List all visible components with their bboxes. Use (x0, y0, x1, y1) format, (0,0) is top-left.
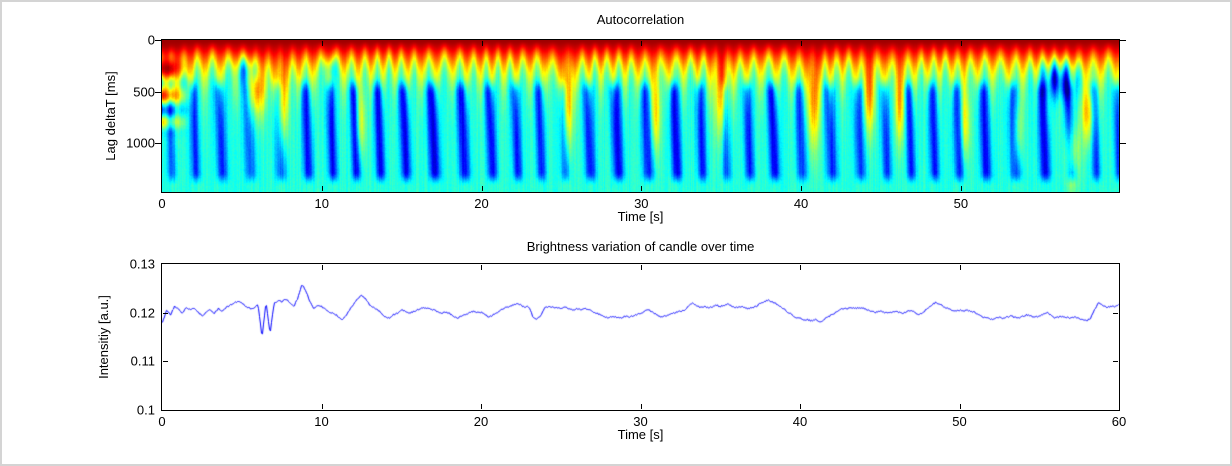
ln-ytick-0.13: 0.13 (129, 256, 155, 272)
autocorrelation-plot-area (161, 39, 1120, 193)
tick-mark (321, 404, 323, 409)
brightness-ylabel: Intensitiy [a.u.] (96, 295, 111, 379)
tick-mark (481, 41, 483, 46)
tick-mark (640, 265, 642, 270)
tick-mark (641, 41, 643, 46)
autocorrelation-title: Autocorrelation (596, 12, 685, 27)
tick-mark (959, 265, 961, 270)
hm-ytick-0: 0 (147, 32, 155, 48)
tick-mark (800, 265, 801, 270)
tick-mark (481, 404, 482, 409)
hm-ytick-500: 500 (133, 84, 155, 100)
tick-mark (960, 186, 962, 191)
tick-mark (155, 143, 161, 145)
tick-mark (801, 186, 803, 191)
ln-xtick-60: 60 (1111, 414, 1127, 429)
tick-mark (481, 186, 483, 191)
tick-mark (959, 404, 961, 409)
tick-mark (960, 41, 962, 46)
brightness-xlabel: Time [s] (617, 427, 664, 442)
brightness-line-canvas (162, 264, 1119, 410)
tick-mark (321, 265, 323, 270)
autocorrelation-xlabel: Time [s] (617, 209, 664, 224)
hm-xtick-30: 30 (634, 196, 649, 211)
tick-mark (163, 312, 168, 314)
ln-xtick-20: 20 (473, 414, 489, 429)
tick-mark (155, 91, 161, 93)
hm-xtick-10: 10 (314, 196, 329, 211)
tick-mark (641, 186, 643, 191)
ln-ytick-0.11: 0.11 (130, 353, 155, 369)
ln-ytick-0.1: 0.1 (136, 402, 155, 418)
ln-xtick-10: 10 (314, 414, 329, 429)
brightness-title: Brightness variation of candle over time (526, 239, 755, 254)
autocorrelation-heatmap-canvas (162, 40, 1119, 192)
tick-mark (1120, 91, 1126, 93)
autocorrelation-ylabel: Lag deltaT [ms] (103, 71, 118, 161)
tick-mark (163, 361, 168, 363)
hm-ytick-1000: 1000 (126, 135, 155, 151)
tick-mark (801, 41, 803, 46)
tick-mark (1120, 40, 1126, 41)
hm-xtick-20: 20 (474, 196, 489, 211)
tick-mark (800, 404, 801, 409)
tick-mark (321, 186, 323, 191)
hm-xtick-40: 40 (793, 196, 809, 211)
ln-xtick-30: 30 (633, 414, 648, 429)
ln-ytick-0.12: 0.12 (129, 305, 155, 321)
hm-xtick-0: 0 (158, 196, 166, 211)
brightness-plot-area (161, 263, 1120, 411)
hm-xtick-50: 50 (953, 196, 969, 211)
tick-mark (321, 41, 323, 46)
tick-mark (1113, 361, 1118, 363)
ln-xtick-40: 40 (792, 414, 808, 429)
tick-mark (155, 40, 161, 41)
tick-mark (481, 265, 482, 270)
tick-mark (1113, 312, 1118, 314)
tick-mark (640, 404, 642, 409)
tick-mark (1120, 143, 1126, 145)
ln-xtick-0: 0 (158, 414, 166, 429)
ln-xtick-50: 50 (952, 414, 967, 429)
